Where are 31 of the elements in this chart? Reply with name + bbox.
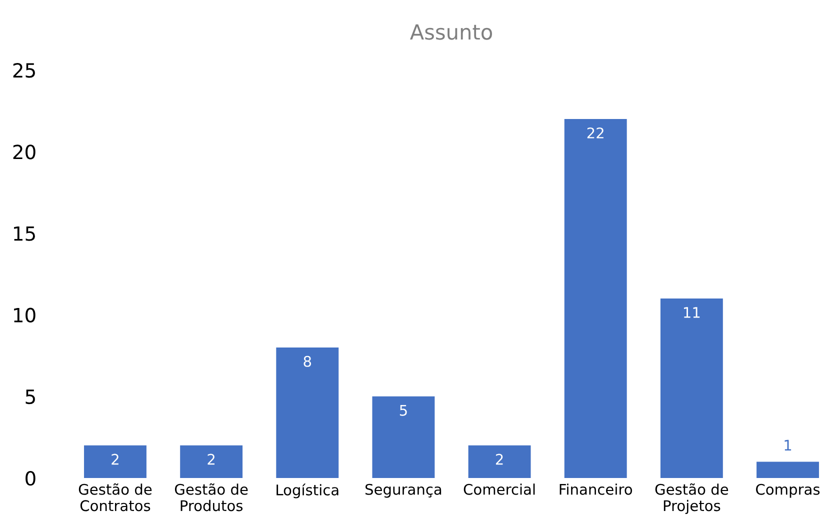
bar <box>180 445 243 478</box>
x-tick-label: Logística <box>276 484 338 498</box>
y-tick-label: 10 <box>14 308 36 323</box>
data-label: 11 <box>684 307 700 318</box>
x-tick-label: Comercial <box>464 484 535 495</box>
y-tick-label: 15 <box>14 226 35 241</box>
chart-title: Assunto <box>410 24 492 40</box>
x-tick-label: Segurança <box>365 484 442 498</box>
data-label: 2 <box>112 454 118 465</box>
data-label: 22 <box>587 127 604 138</box>
y-tick-label: 20 <box>13 144 36 160</box>
bar <box>756 462 819 478</box>
data-label: 1 <box>784 440 792 451</box>
bar <box>276 347 339 478</box>
y-tick-label: 0 <box>26 470 36 486</box>
x-tick-label: Gestão de Contratos <box>78 483 152 512</box>
x-tick-label: Compras <box>756 484 820 498</box>
data-label: 8 <box>304 356 312 367</box>
y-tick-label: 25 <box>13 63 35 78</box>
x-tick-label: Gestão de Projetos <box>655 483 728 514</box>
x-tick-label: Financeiro <box>560 484 632 495</box>
data-label: 2 <box>208 454 214 465</box>
bar <box>564 119 627 478</box>
data-label: 5 <box>400 405 407 416</box>
bar <box>372 396 435 478</box>
x-tick-label: Gestão de Produtos <box>174 483 248 512</box>
y-tick-label: 5 <box>26 390 35 404</box>
data-label: 2 <box>496 454 503 465</box>
bar <box>660 298 723 478</box>
bar <box>468 445 531 478</box>
bar <box>84 445 146 478</box>
